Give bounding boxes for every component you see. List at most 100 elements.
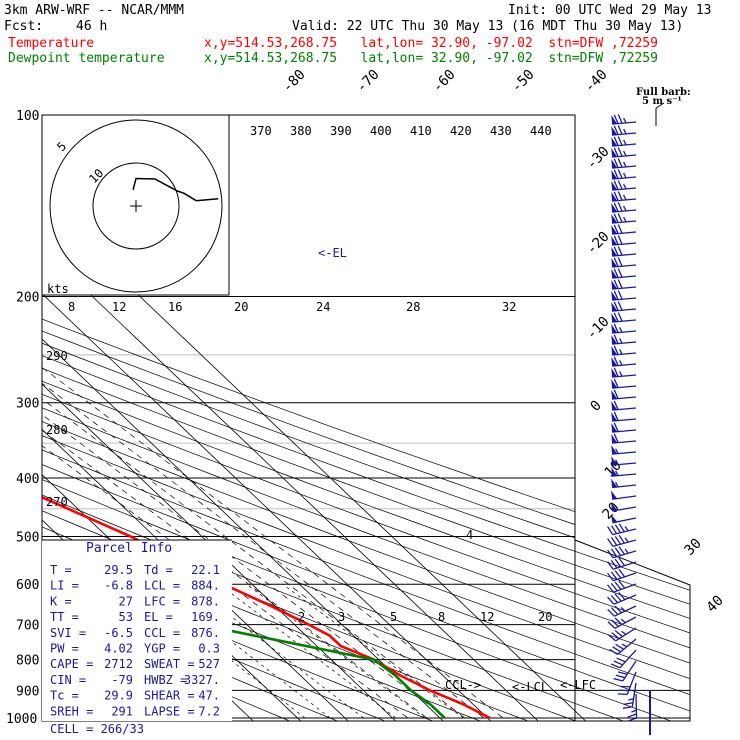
wind-barb-feather xyxy=(613,334,619,344)
wind-barb-flag xyxy=(611,401,618,411)
wind-barb-half-feather xyxy=(623,183,627,190)
wind-barb-flag xyxy=(611,126,618,136)
wind-barb-flag xyxy=(611,137,618,147)
wind-barb-feather xyxy=(610,525,618,535)
wind-barb-flag xyxy=(611,445,618,455)
wind-barb xyxy=(611,422,637,433)
wind-barb-half-feather xyxy=(615,481,619,488)
wind-barb-staff xyxy=(612,231,637,235)
parcel-index-name: Tc = xyxy=(50,689,79,703)
wind-barb xyxy=(611,213,637,224)
isotherm-label: -20 xyxy=(584,229,613,258)
wind-barb-flag xyxy=(611,379,618,389)
wind-barb-staff xyxy=(612,165,637,169)
wind-barb-feather xyxy=(613,191,619,201)
isotherm-line xyxy=(0,115,26,731)
wind-barb-staff xyxy=(612,198,637,202)
dry-adiabat-line xyxy=(42,115,690,721)
wind-barb-feather xyxy=(607,549,614,559)
parcel-index-value: 3327. xyxy=(184,673,220,687)
wind-speed-label: 20 xyxy=(234,300,248,314)
wind-barb-flag xyxy=(611,258,618,268)
wind-barb xyxy=(611,312,637,323)
wind-barb-half-feather xyxy=(620,618,626,624)
dry-adiabat-line xyxy=(42,115,362,721)
init-time: Init: 00 UTC Wed 29 May 13 xyxy=(508,3,712,18)
isotherm-label: -80 xyxy=(280,67,309,96)
parcel-index-value: 876. xyxy=(191,626,220,640)
parcel-index-value: 169. xyxy=(191,610,220,624)
dry-adiabat-line xyxy=(42,115,690,721)
parcel-index-name: CAPE = xyxy=(50,657,93,671)
wind-barb-feather xyxy=(613,433,619,443)
parcel-index-value: 53 xyxy=(119,610,133,624)
pressure-label: 200 xyxy=(16,291,39,306)
parcel-index-name: SREH = xyxy=(50,704,93,718)
wind-barb-feather xyxy=(618,592,626,601)
wind-barb xyxy=(607,616,637,629)
wind-barb xyxy=(611,323,637,334)
theta-label: 390 xyxy=(330,124,352,138)
wind-barb-half-feather xyxy=(623,172,627,179)
parcel-index-value: -6.8 xyxy=(104,579,133,593)
parcel-index-name: EL = xyxy=(144,610,173,624)
wind-barb xyxy=(611,400,637,411)
wind-barb-feather xyxy=(613,411,619,421)
wind-barb-feather xyxy=(613,312,619,322)
isotherm-label: -40 xyxy=(582,67,611,96)
wind-barb-feather xyxy=(617,224,623,234)
wind-barb-feather xyxy=(613,235,619,245)
plot-frame-extension xyxy=(42,115,691,722)
wind-barb-feather xyxy=(613,345,619,355)
wind-barb-flag xyxy=(611,324,618,334)
wind-barb xyxy=(611,456,637,466)
wind-barb-feather xyxy=(618,557,626,567)
wind-barb-flag xyxy=(611,434,618,444)
dry-adiabat-line xyxy=(42,115,690,721)
wind-barb-feather xyxy=(614,524,621,534)
wind-barb-feather xyxy=(613,213,619,223)
wind-barb-feather xyxy=(613,400,619,410)
wind-barb xyxy=(610,649,637,669)
wind-barb-flag xyxy=(611,159,618,169)
wind-barb xyxy=(617,671,637,695)
wind-barb-feather xyxy=(613,301,619,311)
mixing-ratio-line xyxy=(218,583,397,719)
wind-barb xyxy=(627,693,638,722)
isotherm-line xyxy=(42,115,407,721)
wind-barb-feather xyxy=(607,584,614,593)
wind-barb-staff xyxy=(612,187,637,191)
wind-barb xyxy=(607,523,637,536)
parcel-index-value: 527 xyxy=(198,657,220,671)
wind-barb-half-feather xyxy=(628,698,634,701)
pressure-label: 900 xyxy=(16,684,39,699)
parcel-index-value: 22.1 xyxy=(191,563,220,577)
wind-barb-feather xyxy=(617,671,628,675)
wind-barb-feather xyxy=(617,257,623,267)
isotherm-label: 30 xyxy=(682,536,705,559)
wind-barb-feather xyxy=(613,356,619,366)
wind-barb-feather xyxy=(617,180,623,190)
wind-barb-flag xyxy=(611,170,618,180)
wind-barb-feather xyxy=(622,706,633,709)
isotherm-line xyxy=(42,115,454,721)
wind-barb-feather xyxy=(610,537,618,546)
wind-barb-feather xyxy=(607,634,617,642)
wind-barb-feather xyxy=(613,180,619,190)
wind-barb xyxy=(611,301,637,312)
parcel-index-value: 29.9 xyxy=(104,689,133,703)
dry-adiabat-line xyxy=(42,115,690,721)
wind-barb-feather xyxy=(617,246,623,256)
wind-barb-flag xyxy=(611,291,618,301)
theta-label: 400 xyxy=(370,124,392,138)
wind-barb-feather xyxy=(627,717,637,722)
dry-adiabat-line xyxy=(42,115,690,721)
moist-adiabat-line xyxy=(42,296,464,721)
wind-barb-feather xyxy=(613,147,619,157)
wind-barb-staff xyxy=(612,132,637,136)
mixing-ratio-label: 20 xyxy=(538,610,552,624)
wind-speed-label: 24 xyxy=(316,300,330,314)
wind-barb-half-feather xyxy=(623,128,627,135)
wind-barb-half-feather xyxy=(624,537,629,543)
wind-barb-half-feather xyxy=(624,526,629,532)
